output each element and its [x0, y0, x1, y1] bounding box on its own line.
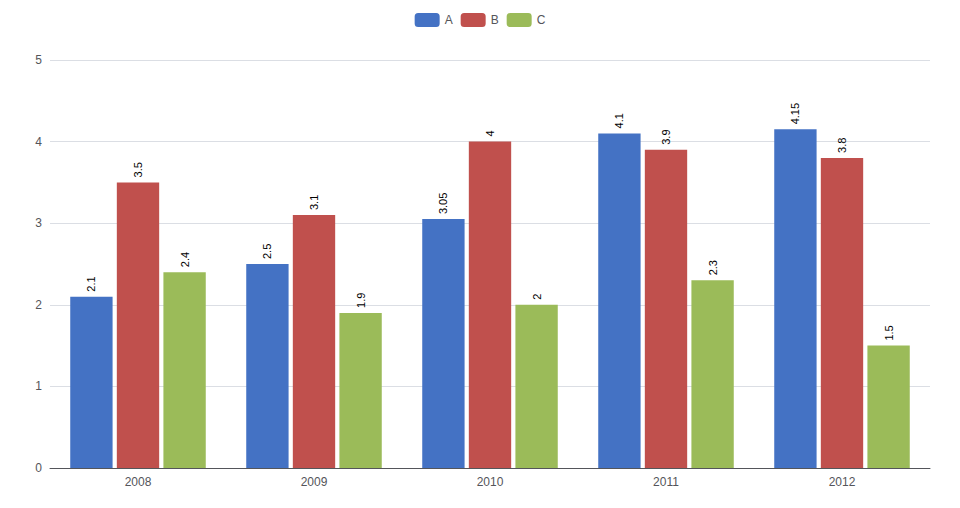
- svg-text:4: 4: [35, 135, 42, 149]
- svg-text:2.4: 2.4: [179, 252, 191, 267]
- svg-text:2012: 2012: [829, 475, 856, 489]
- svg-text:C: C: [537, 13, 546, 27]
- svg-text:2.5: 2.5: [261, 244, 273, 259]
- svg-text:2.1: 2.1: [85, 276, 97, 291]
- svg-text:3.1: 3.1: [308, 195, 320, 210]
- svg-text:3.8: 3.8: [836, 138, 848, 153]
- svg-text:2009: 2009: [301, 475, 328, 489]
- svg-text:1: 1: [35, 379, 42, 393]
- svg-text:4.1: 4.1: [613, 113, 625, 128]
- svg-text:3: 3: [35, 216, 42, 230]
- svg-text:3.9: 3.9: [660, 129, 672, 144]
- svg-text:4: 4: [484, 130, 496, 136]
- svg-text:2011: 2011: [653, 475, 679, 489]
- svg-text:0: 0: [35, 461, 42, 475]
- svg-text:5: 5: [35, 53, 42, 67]
- svg-text:B: B: [491, 13, 499, 27]
- svg-text:2: 2: [35, 298, 42, 312]
- svg-text:2010: 2010: [477, 475, 504, 489]
- svg-text:2: 2: [531, 294, 543, 300]
- svg-text:1.5: 1.5: [883, 325, 895, 340]
- svg-text:1.9: 1.9: [355, 293, 367, 308]
- svg-text:2008: 2008: [125, 475, 152, 489]
- svg-text:2.3: 2.3: [707, 260, 719, 275]
- svg-text:4.15: 4.15: [789, 103, 801, 124]
- svg-text:3.05: 3.05: [437, 193, 449, 214]
- svg-text:A: A: [445, 13, 453, 27]
- svg-text:3.5: 3.5: [132, 162, 144, 177]
